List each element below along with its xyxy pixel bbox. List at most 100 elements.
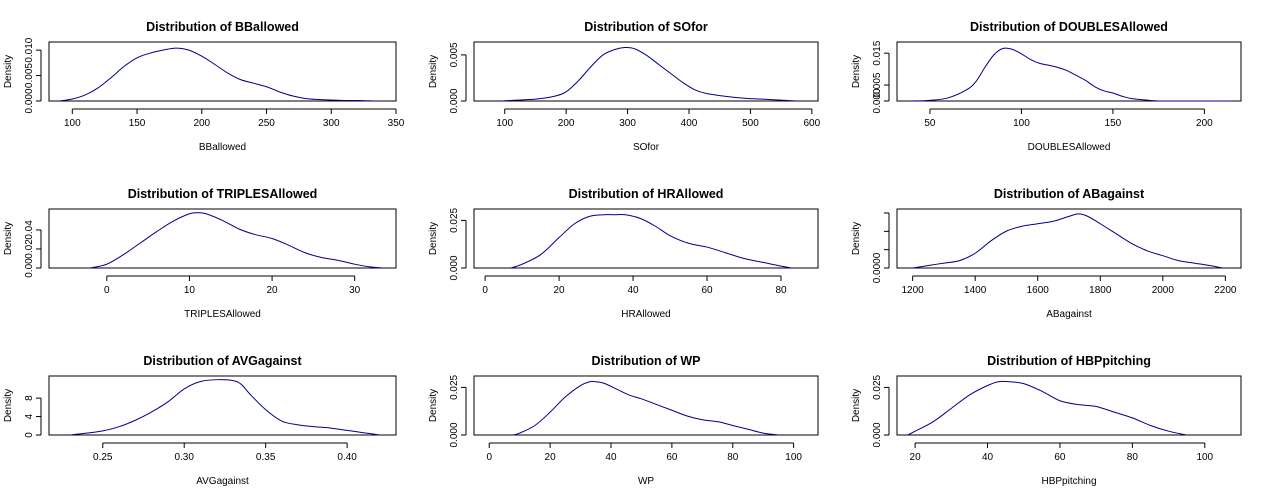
x-tick-label: 80 bbox=[775, 285, 787, 296]
x-tick-label: 300 bbox=[323, 118, 340, 129]
x-tick-label: 350 bbox=[388, 118, 405, 129]
x-tick-label: 60 bbox=[666, 452, 678, 463]
y-tick-label: 0.000 bbox=[872, 88, 883, 113]
chart-panel-8: Distribution of WP WP Density 0 20 40 60 80 100 0… bbox=[428, 354, 819, 487]
plot-frame bbox=[473, 41, 819, 102]
x-tick-label: 100 bbox=[1196, 452, 1213, 463]
y-axis-label: Density bbox=[428, 389, 439, 422]
x-tick-label: 200 bbox=[193, 118, 210, 129]
chart-title: Distribution of ABagainst bbox=[994, 187, 1145, 201]
y-tick-label: 0.000 bbox=[449, 88, 460, 113]
plot-frame bbox=[48, 208, 397, 269]
y-axis-label: Density bbox=[428, 55, 439, 88]
y-tick-label: 0.02 bbox=[24, 239, 35, 259]
chart-title: Distribution of WP bbox=[591, 354, 700, 368]
y-tick-label: 0.000 bbox=[24, 88, 35, 113]
y-axis-label: Density bbox=[851, 222, 862, 255]
plot-frame bbox=[48, 375, 397, 436]
x-tick-label: 2200 bbox=[1214, 285, 1237, 296]
x-tick-label: 0 bbox=[486, 452, 492, 463]
y-axis-label: Density bbox=[3, 389, 14, 422]
x-tick-label: 0 bbox=[104, 285, 110, 296]
chart-title: Distribution of HBPpitching bbox=[987, 354, 1151, 368]
y-tick-label: 0.04 bbox=[24, 220, 35, 240]
y-axis-label: Density bbox=[3, 55, 14, 88]
x-tick-label: 20 bbox=[554, 285, 566, 296]
x-tick-label: 400 bbox=[681, 118, 698, 129]
x-tick-label: 20 bbox=[910, 452, 922, 463]
x-tick-label: 80 bbox=[1127, 452, 1139, 463]
x-tick-label: 100 bbox=[1013, 118, 1030, 129]
x-tick-label: 500 bbox=[742, 118, 759, 129]
y-tick-label: 0.0000 bbox=[872, 252, 883, 283]
x-tick-label: 600 bbox=[804, 118, 821, 129]
x-tick-label: 40 bbox=[982, 452, 994, 463]
plot-frame bbox=[896, 375, 1242, 436]
y-tick-label: 0.025 bbox=[449, 374, 460, 399]
chart-title: Distribution of BBallowed bbox=[146, 20, 299, 34]
plot-frame bbox=[48, 41, 397, 102]
plot-frame bbox=[896, 208, 1242, 269]
x-tick-label: 250 bbox=[258, 118, 275, 129]
chart-panel-2: Distribution of SOfor SOfor Density 100 200 3… bbox=[428, 20, 821, 153]
x-tick-label: 100 bbox=[64, 118, 81, 129]
chart-title: Distribution of DOUBLESAllowed bbox=[970, 20, 1168, 34]
y-tick-label: 0.015 bbox=[872, 40, 883, 65]
chart-panel-9: Distribution of HBPpitching HBPpitching De… bbox=[851, 354, 1242, 487]
x-tick-label: 0 bbox=[482, 285, 488, 296]
chart-panel-3: Distribution of DOUBLESAllowed DOUBLESAll… bbox=[851, 20, 1242, 153]
y-tick-label: 0.000 bbox=[449, 255, 460, 280]
x-axis-label: WP bbox=[638, 476, 654, 487]
y-tick-label: 0.00 bbox=[24, 258, 35, 278]
x-axis-label: ABagainst bbox=[1046, 309, 1092, 320]
y-tick-label: 0.005 bbox=[872, 72, 883, 97]
x-axis-label: AVGagainst bbox=[196, 476, 249, 487]
x-tick-label: 40 bbox=[627, 285, 639, 296]
density-curve bbox=[907, 380, 1187, 436]
chart-title: Distribution of TRIPLESAllowed bbox=[128, 187, 318, 201]
x-tick-label: 80 bbox=[727, 452, 739, 463]
density-curve bbox=[59, 47, 377, 102]
chart-panel-4: Distribution of TRIPLESAllowed TRIPLESAll… bbox=[3, 187, 397, 320]
x-tick-label: 150 bbox=[1105, 118, 1122, 129]
y-axis-label: Density bbox=[428, 222, 439, 255]
y-tick-label: 0.010 bbox=[24, 37, 35, 62]
x-tick-label: 0.40 bbox=[337, 452, 357, 463]
density-curve bbox=[912, 213, 1223, 269]
x-axis-label: BBallowed bbox=[199, 142, 246, 153]
density-curve bbox=[513, 380, 779, 436]
x-tick-label: 40 bbox=[605, 452, 617, 463]
x-tick-label: 50 bbox=[924, 118, 936, 129]
chart-panel-1: Distribution of BBallowed BBallowed Densit… bbox=[3, 20, 405, 153]
x-tick-label: 100 bbox=[496, 118, 513, 129]
x-axis-label: HBPpitching bbox=[1041, 476, 1096, 487]
x-tick-label: 200 bbox=[558, 118, 575, 129]
y-tick-label: 0.000 bbox=[872, 422, 883, 447]
x-tick-label: 1600 bbox=[1027, 285, 1050, 296]
density-curve bbox=[90, 212, 384, 269]
x-tick-label: 1400 bbox=[964, 285, 987, 296]
x-axis-label: TRIPLESAllowed bbox=[184, 309, 261, 320]
y-axis-label: Density bbox=[851, 55, 862, 88]
x-axis-label: SOfor bbox=[633, 142, 660, 153]
y-tick-label: 0.025 bbox=[449, 207, 460, 232]
y-axis-label: Density bbox=[3, 222, 14, 255]
plot-frame bbox=[896, 41, 1242, 102]
x-tick-label: 60 bbox=[1054, 452, 1066, 463]
y-tick-label: 8 bbox=[24, 395, 35, 401]
plot-frame bbox=[473, 208, 819, 269]
density-curve bbox=[501, 46, 797, 102]
x-tick-label: 1800 bbox=[1089, 285, 1112, 296]
x-tick-label: 0.30 bbox=[174, 452, 194, 463]
x-tick-label: 2000 bbox=[1152, 285, 1175, 296]
x-tick-label: 150 bbox=[129, 118, 146, 129]
x-tick-label: 200 bbox=[1196, 118, 1213, 129]
x-tick-label: 0.35 bbox=[256, 452, 276, 463]
chart-panel-7: Distribution of AVGagainst AVGagainst Dens… bbox=[3, 354, 397, 487]
chart-title: Distribution of SOfor bbox=[584, 20, 708, 34]
y-tick-label: 4 bbox=[24, 413, 35, 419]
x-tick-label: 300 bbox=[619, 118, 636, 129]
chart-panel-5: Distribution of HRAllowed HRAllowed Densit… bbox=[428, 187, 819, 320]
y-tick-label: 0.005 bbox=[24, 63, 35, 88]
